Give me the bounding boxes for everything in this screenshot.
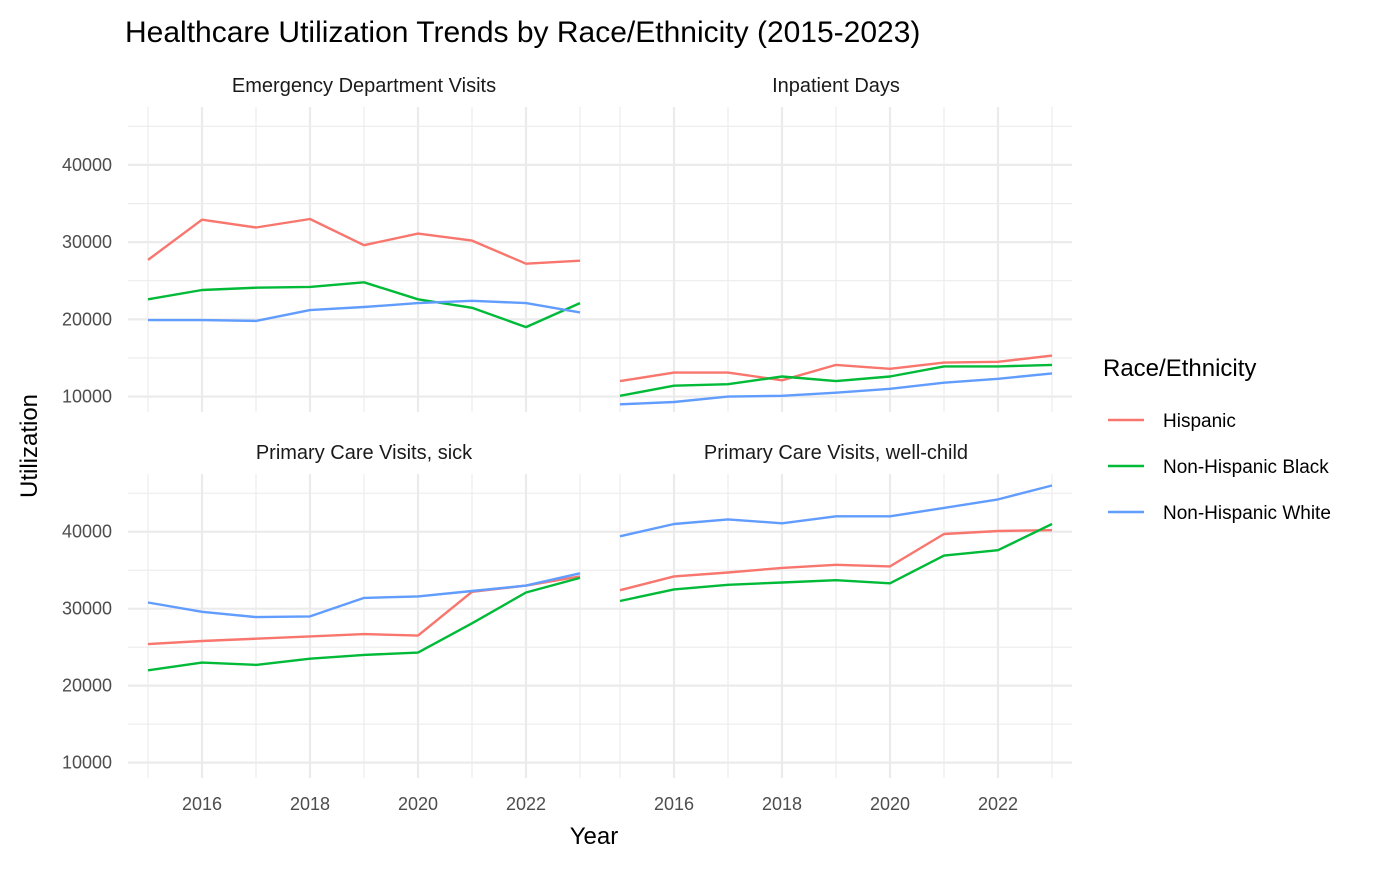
- legend-label: Hispanic: [1163, 411, 1236, 432]
- y-tick-label: 30000: [62, 599, 112, 619]
- x-tick-label: 2020: [398, 794, 438, 814]
- series-line-non-hispanic-white: [619, 372, 1053, 406]
- y-tick-label: 10000: [62, 753, 112, 773]
- x-tick-label: 2018: [762, 794, 802, 814]
- x-tick-label: 2016: [654, 794, 694, 814]
- series-line-non-hispanic-white: [619, 484, 1053, 538]
- y-tick-label: 40000: [62, 155, 112, 175]
- legend-item: Non-Hispanic Black: [1108, 457, 1329, 478]
- axes: 10000 20000 30000 40000 10000 20000 30000 40000…: [62, 155, 1018, 814]
- legend-item: Non-Hispanic White: [1108, 503, 1331, 524]
- facet-panels: Emergency Department Visits Inpatient Day…: [128, 75, 1072, 778]
- series-line-non-hispanic-black: [619, 363, 1053, 397]
- legend-label: Non-Hispanic Black: [1163, 457, 1329, 478]
- facet-panel: Primary Care Visits, sick: [128, 442, 600, 778]
- series-line-non-hispanic-white: [148, 299, 581, 323]
- facet-strip-title: Emergency Department Visits: [232, 75, 496, 97]
- series-line-hispanic: [147, 217, 581, 265]
- facet-strip-title: Primary Care Visits, well-child: [704, 442, 968, 464]
- facet-strip-title: Inpatient Days: [772, 75, 900, 97]
- facet-panel: Inpatient Days: [600, 75, 1072, 412]
- series-line-hispanic: [619, 529, 1053, 592]
- y-tick-label: 20000: [62, 676, 112, 696]
- series-line-non-hispanic-white: [147, 572, 581, 619]
- facet-panel: Primary Care Visits, well-child: [600, 442, 1072, 778]
- legend: Race/Ethnicity Hispanic Non-Hispanic Blac…: [1103, 355, 1331, 524]
- x-tick-label: 2020: [870, 794, 910, 814]
- series-line-non-hispanic-black: [147, 576, 581, 672]
- series-line-non-hispanic-black: [619, 522, 1053, 603]
- x-tick-label: 2018: [290, 794, 330, 814]
- y-tick-label: 20000: [62, 309, 112, 329]
- x-tick-label: 2022: [506, 794, 546, 814]
- x-axis-title: Year: [570, 823, 619, 850]
- facet-strip-title: Primary Care Visits, sick: [256, 442, 473, 464]
- chart-title: Healthcare Utilization Trends by Race/Et…: [125, 16, 920, 49]
- legend-label: Non-Hispanic White: [1163, 503, 1331, 524]
- x-tick-label: 2022: [978, 794, 1018, 814]
- series-line-hispanic: [619, 354, 1053, 383]
- facet-panel: Emergency Department Visits: [128, 75, 600, 412]
- legend-item: Hispanic: [1108, 411, 1236, 432]
- legend-title: Race/Ethnicity: [1103, 355, 1256, 382]
- y-tick-label: 40000: [62, 522, 112, 542]
- y-tick-label: 30000: [62, 232, 112, 252]
- y-axis-title: Utilization: [16, 394, 43, 498]
- x-tick-label: 2016: [182, 794, 222, 814]
- y-tick-label: 10000: [62, 387, 112, 407]
- series-line-non-hispanic-black: [147, 281, 581, 329]
